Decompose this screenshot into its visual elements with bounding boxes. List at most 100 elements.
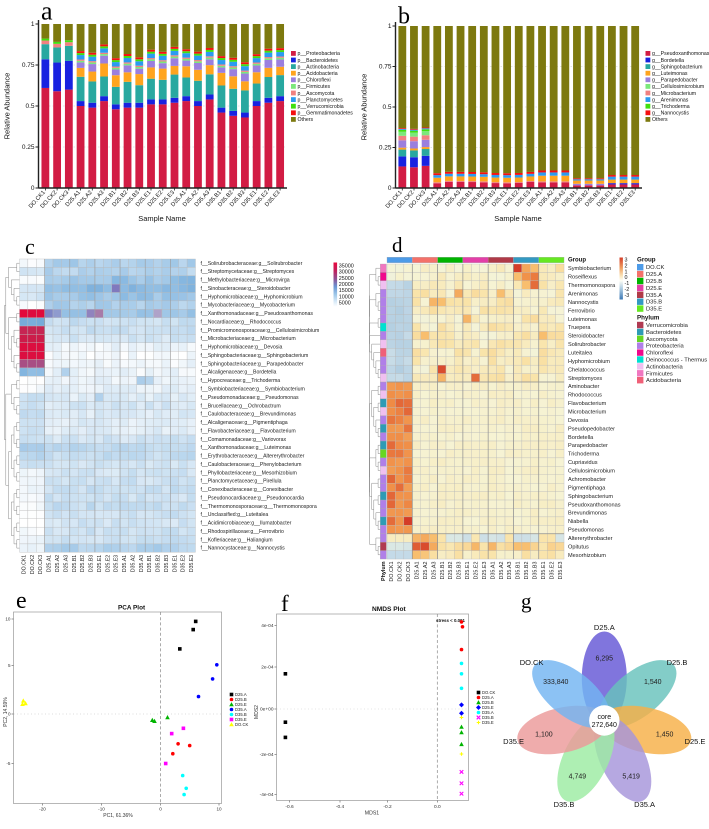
svg-text:D25.A1: D25.A1 bbox=[415, 562, 421, 580]
svg-text:p__Ascomycota: p__Ascomycota bbox=[298, 91, 335, 97]
svg-text:D25.A: D25.A bbox=[594, 623, 615, 632]
svg-text:D25.A1: D25.A1 bbox=[47, 555, 53, 572]
svg-text:6,295: 6,295 bbox=[596, 656, 614, 663]
svg-text:Sample Name: Sample Name bbox=[138, 214, 186, 223]
svg-text:-4e-04: -4e-04 bbox=[260, 792, 274, 798]
svg-text:0.25: 0.25 bbox=[379, 145, 392, 152]
svg-text:1,450: 1,450 bbox=[656, 731, 674, 738]
svg-text:Group: Group bbox=[568, 258, 586, 264]
svg-text:1: 1 bbox=[31, 21, 35, 28]
svg-text:f__Brucellaceae:g__Ochrobactru: f__Brucellaceae:g__Ochrobactrum bbox=[201, 403, 281, 409]
svg-text:D35.B: D35.B bbox=[646, 300, 662, 306]
svg-text:D25.A2: D25.A2 bbox=[55, 555, 61, 572]
svg-text:Symbiobacterium: Symbiobacterium bbox=[568, 266, 612, 272]
svg-text:a: a bbox=[41, 0, 53, 26]
svg-text:Trichoderma: Trichoderma bbox=[568, 452, 600, 458]
svg-text:-0.2: -0.2 bbox=[383, 804, 392, 810]
svg-text:10: 10 bbox=[5, 617, 11, 622]
svg-text:DO.CK: DO.CK bbox=[235, 722, 248, 727]
svg-text:D25.E: D25.E bbox=[482, 705, 494, 710]
svg-text:D35.A: D35.A bbox=[646, 293, 662, 299]
svg-text:5: 5 bbox=[8, 663, 11, 668]
svg-text:-3: -3 bbox=[625, 293, 630, 299]
svg-text:Actinobacteria: Actinobacteria bbox=[646, 364, 684, 370]
svg-text:D35.A3: D35.A3 bbox=[507, 562, 513, 580]
svg-text:D35.E: D35.E bbox=[646, 307, 662, 313]
svg-text:-2: -2 bbox=[625, 287, 630, 293]
svg-text:D35.B3: D35.B3 bbox=[533, 562, 539, 580]
svg-text:f__Nocardiaceae:g__Rhodococcus: f__Nocardiaceae:g__Rhodococcus bbox=[201, 319, 282, 325]
svg-text:Proteobacteria: Proteobacteria bbox=[646, 344, 684, 350]
svg-text:D35.A2: D35.A2 bbox=[130, 555, 136, 572]
svg-text:0.25: 0.25 bbox=[22, 144, 35, 151]
svg-text:D25.A3: D25.A3 bbox=[431, 562, 437, 580]
svg-text:g__Pseudoxanthomonas: g__Pseudoxanthomonas bbox=[652, 51, 709, 57]
svg-text:0.0: 0.0 bbox=[434, 804, 441, 810]
svg-text:-5: -5 bbox=[6, 761, 11, 766]
svg-text:10000: 10000 bbox=[339, 294, 354, 300]
svg-text:D25.B3: D25.B3 bbox=[89, 555, 95, 572]
svg-text:D35.A1: D35.A1 bbox=[122, 555, 128, 572]
svg-text:g: g bbox=[521, 589, 532, 613]
svg-text:D25.E: D25.E bbox=[646, 286, 662, 292]
svg-text:D35.A3: D35.A3 bbox=[139, 555, 145, 572]
svg-text:Deinococcus - Thermus: Deinococcus - Thermus bbox=[646, 358, 707, 364]
svg-text:0.75: 0.75 bbox=[22, 62, 35, 69]
svg-text:35000: 35000 bbox=[339, 264, 354, 270]
svg-text:f__Caulobacteraceae:g__Phenylo: f__Caulobacteraceae:g__Phenylobacterium bbox=[201, 462, 302, 468]
svg-text:D25.B: D25.B bbox=[667, 658, 688, 667]
svg-text:PC1, 61.36%: PC1, 61.36% bbox=[103, 813, 133, 819]
svg-text:-0.6: -0.6 bbox=[285, 804, 294, 810]
svg-text:f__Sinobacteraceae:g__Steroido: f__Sinobacteraceae:g__Steroidobacter bbox=[201, 286, 291, 292]
svg-text:f__Hyphomicrobiaceae:g__Hyphom: f__Hyphomicrobiaceae:g__Hyphomicrobium bbox=[201, 294, 303, 300]
svg-text:D25.A3: D25.A3 bbox=[63, 555, 69, 572]
svg-text:Verrucomicrobia: Verrucomicrobia bbox=[646, 323, 689, 329]
svg-text:0.5: 0.5 bbox=[25, 103, 34, 110]
svg-text:f__Caulobacteraceae:g__Brevund: f__Caulobacteraceae:g__Brevundimonas bbox=[201, 412, 297, 418]
svg-text:g__Arenimonas: g__Arenimonas bbox=[652, 97, 689, 103]
svg-text:10: 10 bbox=[216, 807, 222, 812]
svg-text:f__Xanthomonadaceae:g__Pseudox: f__Xanthomonadaceae:g__Pseudoxanthomonas bbox=[201, 311, 314, 317]
svg-text:PCA Plot: PCA Plot bbox=[118, 605, 146, 612]
svg-text:g__Microbacterium: g__Microbacterium bbox=[652, 91, 696, 97]
svg-text:0.5: 0.5 bbox=[382, 104, 391, 111]
svg-text:Luteitalea: Luteitalea bbox=[568, 351, 593, 357]
svg-text:0: 0 bbox=[388, 185, 392, 192]
svg-text:D35.B: D35.B bbox=[482, 715, 494, 720]
svg-text:25000: 25000 bbox=[339, 276, 354, 282]
svg-text:0: 0 bbox=[8, 712, 11, 717]
svg-text:D25.A: D25.A bbox=[646, 272, 662, 278]
svg-text:20000: 20000 bbox=[339, 282, 354, 288]
svg-text:g__Parapedobacter: g__Parapedobacter bbox=[652, 78, 698, 84]
svg-text:NMDS Plot: NMDS Plot bbox=[372, 606, 407, 613]
svg-text:1: 1 bbox=[388, 23, 392, 30]
svg-text:p__Gemmatimonadetes: p__Gemmatimonadetes bbox=[298, 111, 354, 117]
svg-text:Others: Others bbox=[652, 117, 668, 123]
svg-text:1: 1 bbox=[625, 269, 628, 275]
svg-text:DO.CK: DO.CK bbox=[482, 690, 495, 695]
svg-text:f__Hypocreaceae:g__Trichoderma: f__Hypocreaceae:g__Trichoderma bbox=[201, 378, 281, 384]
svg-text:D35.E1: D35.E1 bbox=[172, 555, 178, 572]
svg-text:core: core bbox=[597, 714, 611, 721]
svg-text:f__Nannocystaceae:g__Nannocyst: f__Nannocystaceae:g__Nannocystis bbox=[201, 546, 286, 552]
svg-text:Bordetella: Bordetella bbox=[568, 435, 594, 441]
svg-text:Solirubrobacter: Solirubrobacter bbox=[568, 342, 606, 348]
svg-text:D25.E2: D25.E2 bbox=[105, 555, 111, 572]
svg-text:Pseudomonas: Pseudomonas bbox=[568, 528, 604, 534]
svg-text:D25.E3: D25.E3 bbox=[482, 562, 488, 580]
svg-text:0: 0 bbox=[31, 185, 35, 192]
svg-text:D35.A: D35.A bbox=[482, 710, 494, 715]
svg-text:Firmicutes: Firmicutes bbox=[646, 371, 673, 377]
svg-text:f__Sphingobacteriaceae:g__Sphi: f__Sphingobacteriaceae:g__Sphingobacteri… bbox=[201, 353, 309, 359]
svg-text:D25.B: D25.B bbox=[482, 700, 494, 705]
svg-text:3: 3 bbox=[625, 258, 628, 264]
svg-text:f__Alcaligenaceae:g__Pigmentip: f__Alcaligenaceae:g__Pigmentiphaga bbox=[201, 420, 288, 426]
svg-text:p__Proteobacteria: p__Proteobacteria bbox=[298, 51, 341, 57]
svg-text:333,840: 333,840 bbox=[543, 679, 568, 686]
svg-text:D25.B: D25.B bbox=[235, 697, 247, 702]
svg-text:Steroidobacter: Steroidobacter bbox=[568, 334, 605, 340]
svg-text:D35.A: D35.A bbox=[235, 707, 247, 712]
svg-text:D25.B2: D25.B2 bbox=[448, 562, 454, 580]
svg-text:f__Thermomonosporaceae:g__Ther: f__Thermomonosporaceae:g__Thermomonospor… bbox=[201, 504, 317, 510]
svg-text:Aminobacter: Aminobacter bbox=[568, 384, 600, 390]
